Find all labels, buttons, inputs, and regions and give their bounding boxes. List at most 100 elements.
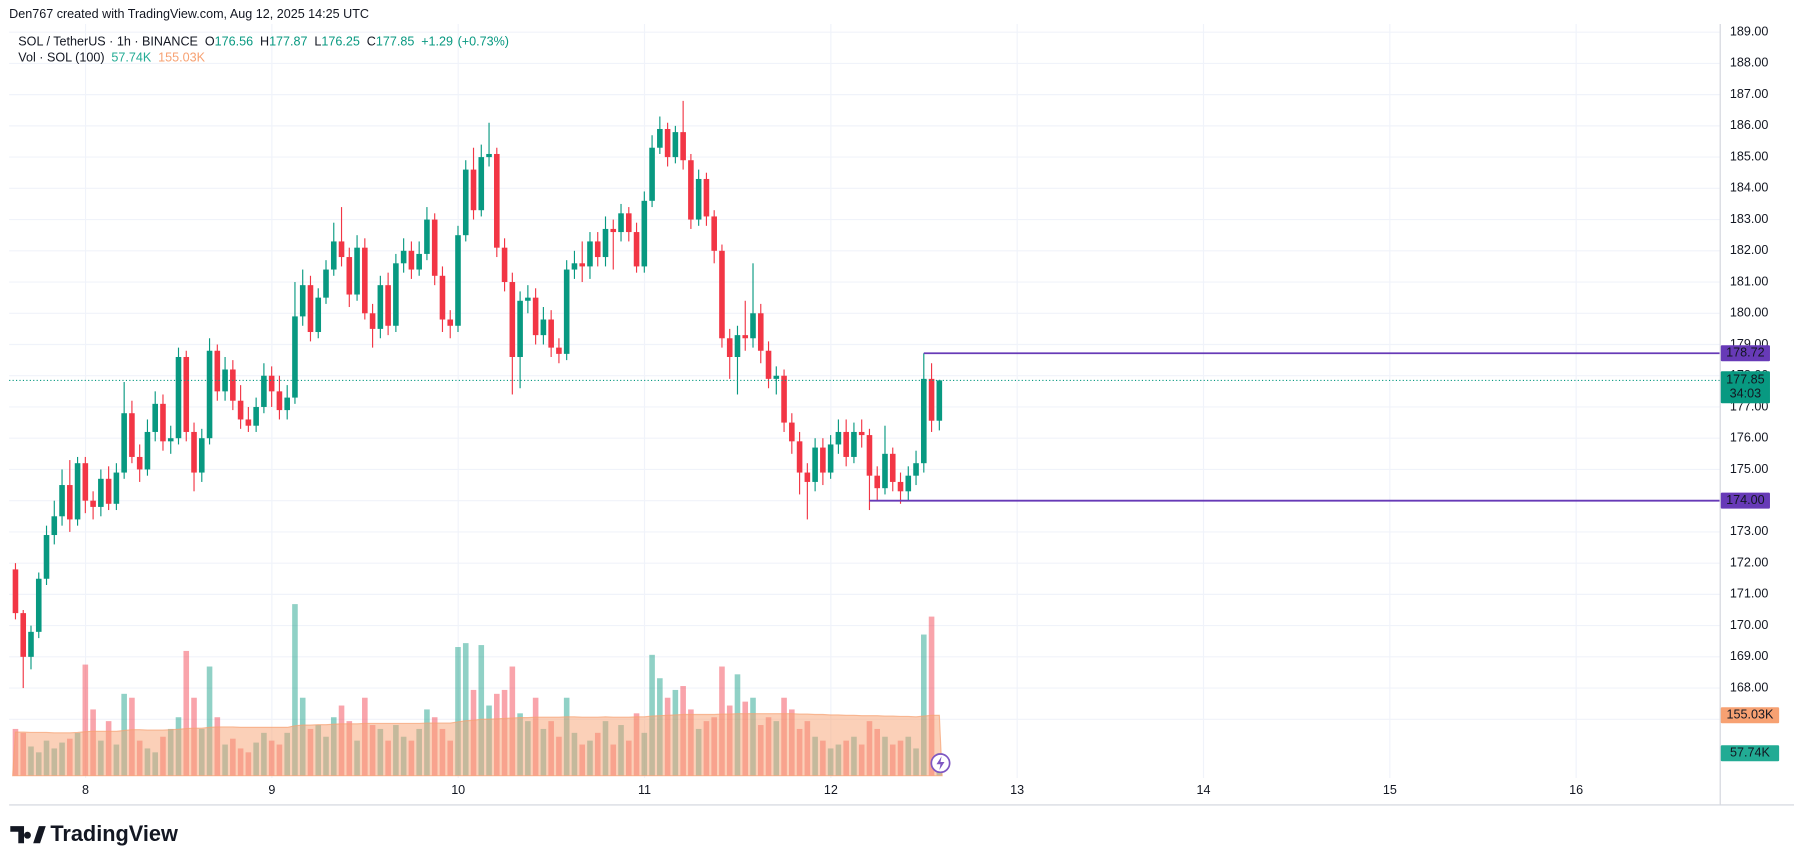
candle-body [587, 241, 593, 267]
candle-body [641, 200, 648, 267]
candle-body [571, 263, 578, 270]
y-tick-label: 171.00 [1730, 587, 1768, 601]
candle-body [897, 481, 904, 492]
candle-body [804, 472, 811, 482]
candle-body [268, 375, 275, 392]
candle-body [711, 216, 717, 251]
candle-body [222, 369, 228, 392]
level-label: 174.00 [1726, 493, 1764, 507]
candle-body [633, 232, 640, 267]
volume-label-box [1720, 707, 1780, 724]
candle-body [253, 406, 259, 426]
candle-body [719, 250, 725, 339]
footer-logo: TradingView [10, 821, 178, 846]
candle-body [509, 282, 516, 357]
candle-body [742, 335, 749, 339]
candle-body [43, 535, 50, 579]
candle-body [129, 413, 135, 457]
volume-bar [183, 650, 190, 776]
level-label-box [1720, 492, 1770, 509]
candle-body [183, 356, 190, 432]
alert-bolt [936, 756, 945, 771]
candle-body [315, 297, 322, 333]
candle-body [299, 285, 306, 317]
candle-body [377, 285, 384, 329]
candle-body [237, 400, 244, 420]
candle-body [664, 128, 671, 158]
volume-bar [921, 634, 927, 776]
candle-body [191, 431, 197, 473]
volume-label-box [1720, 745, 1780, 762]
legend-prefix: C [367, 35, 376, 49]
x-tick-label: 9 [268, 783, 275, 797]
y-tick-label: 182.00 [1730, 243, 1768, 257]
candle-body [385, 285, 391, 326]
grid [9, 24, 1720, 779]
legend-prefix: H [260, 35, 269, 49]
candle-body [82, 463, 89, 501]
volume-bar [455, 647, 461, 776]
candle-body [198, 438, 205, 473]
volume-title: Vol · SOL (100) [18, 51, 104, 65]
y-tick-label: 187.00 [1730, 87, 1768, 101]
candle-body [292, 316, 298, 398]
legend-value: 177.85 [376, 35, 414, 49]
candle-body [680, 132, 686, 161]
candle-body [455, 235, 461, 326]
candle-body [261, 375, 267, 407]
x-tick-label: 16 [1569, 783, 1583, 797]
overlay [9, 352, 1720, 502]
candle-body [144, 431, 151, 470]
candle-body [726, 338, 733, 357]
candle-body [214, 350, 221, 392]
y-tick-label: 181.00 [1730, 274, 1768, 288]
candle-body [369, 313, 376, 329]
candle-body [160, 403, 166, 442]
candle-body [167, 438, 174, 442]
candle-body [796, 441, 803, 473]
legend-change-pct: (+0.73%) [458, 35, 509, 49]
candle-body [843, 431, 849, 457]
candle-body [579, 263, 586, 267]
volume-bar [292, 604, 298, 776]
last-price-label: 177.85 [1726, 373, 1764, 387]
candle-body [773, 375, 780, 379]
candle-body [921, 378, 927, 464]
candle-body [866, 435, 873, 476]
legend-value: 176.56 [215, 35, 253, 49]
volume-pane [12, 604, 943, 777]
alert-icon[interactable] [930, 753, 951, 774]
candle-body [812, 447, 818, 482]
candle-body [346, 257, 353, 295]
credit: Den767 created with TradingView.com, Aug… [9, 7, 369, 21]
x-tick-label: 8 [82, 783, 89, 797]
candle-body [439, 275, 446, 320]
candle-body [284, 397, 290, 411]
candle-body [408, 250, 415, 270]
volume-ma-value: 155.03K [158, 51, 205, 65]
axes: 167.00168.00169.00170.00171.00172.00173.… [82, 24, 1780, 797]
candle-body [703, 178, 710, 217]
candle-body [594, 241, 601, 258]
candle-body [338, 241, 345, 258]
candle-body [416, 253, 422, 270]
candle-body [98, 478, 104, 507]
volume-bar [462, 643, 469, 776]
volume-bar [478, 645, 485, 776]
volume-bar [928, 616, 935, 776]
candle-body [400, 250, 407, 264]
volume-bar [649, 654, 655, 776]
x-tick-label: 11 [638, 783, 651, 797]
candle-body [672, 132, 679, 158]
candle-body [276, 391, 283, 411]
candle-body [750, 313, 756, 339]
candle-body [827, 444, 834, 473]
volume-bar [82, 664, 89, 776]
candle-body [874, 475, 881, 489]
y-tick-label: 168.00 [1730, 680, 1768, 694]
candle-body [688, 160, 694, 220]
x-tick-label: 15 [1383, 783, 1397, 797]
candle-body [35, 578, 42, 632]
